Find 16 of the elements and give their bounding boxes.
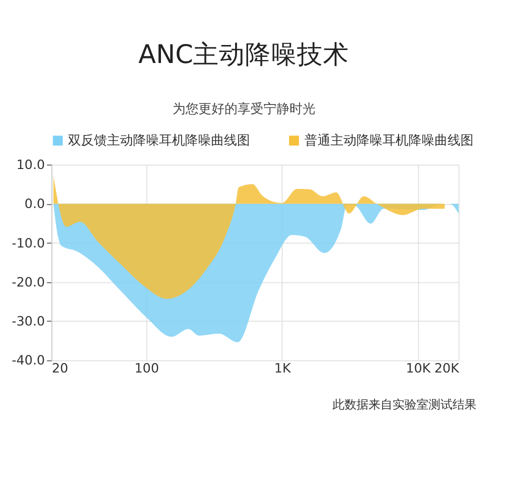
legend-label: 双反馈主动降噪耳机降噪曲线图 [68,132,250,149]
x-tick-label: 10K [406,362,432,377]
x-tick-label: 1K [274,362,292,377]
x-tick-label: 100 [134,362,160,377]
legend-label: 普通主动降噪耳机降噪曲线图 [304,132,474,149]
y-tick-label: -20.0 [12,275,45,290]
x-tick-label: 20K [434,362,460,377]
y-tick-label: 10.0 [16,158,45,174]
text: 此数据来自实验室测试结果 [332,398,476,412]
chart-subtitle: 为您更好的享受宁静时光 [172,101,316,118]
y-tick-label: -40.0 [12,354,45,369]
y-tick-label: -10.0 [12,236,45,252]
y-tick-label: 0.0 [24,197,45,212]
chart-title: ANC主动降噪技术 [138,40,350,70]
x-tick-label: 20 [52,362,68,377]
y-tick-label: -30.0 [12,314,45,330]
